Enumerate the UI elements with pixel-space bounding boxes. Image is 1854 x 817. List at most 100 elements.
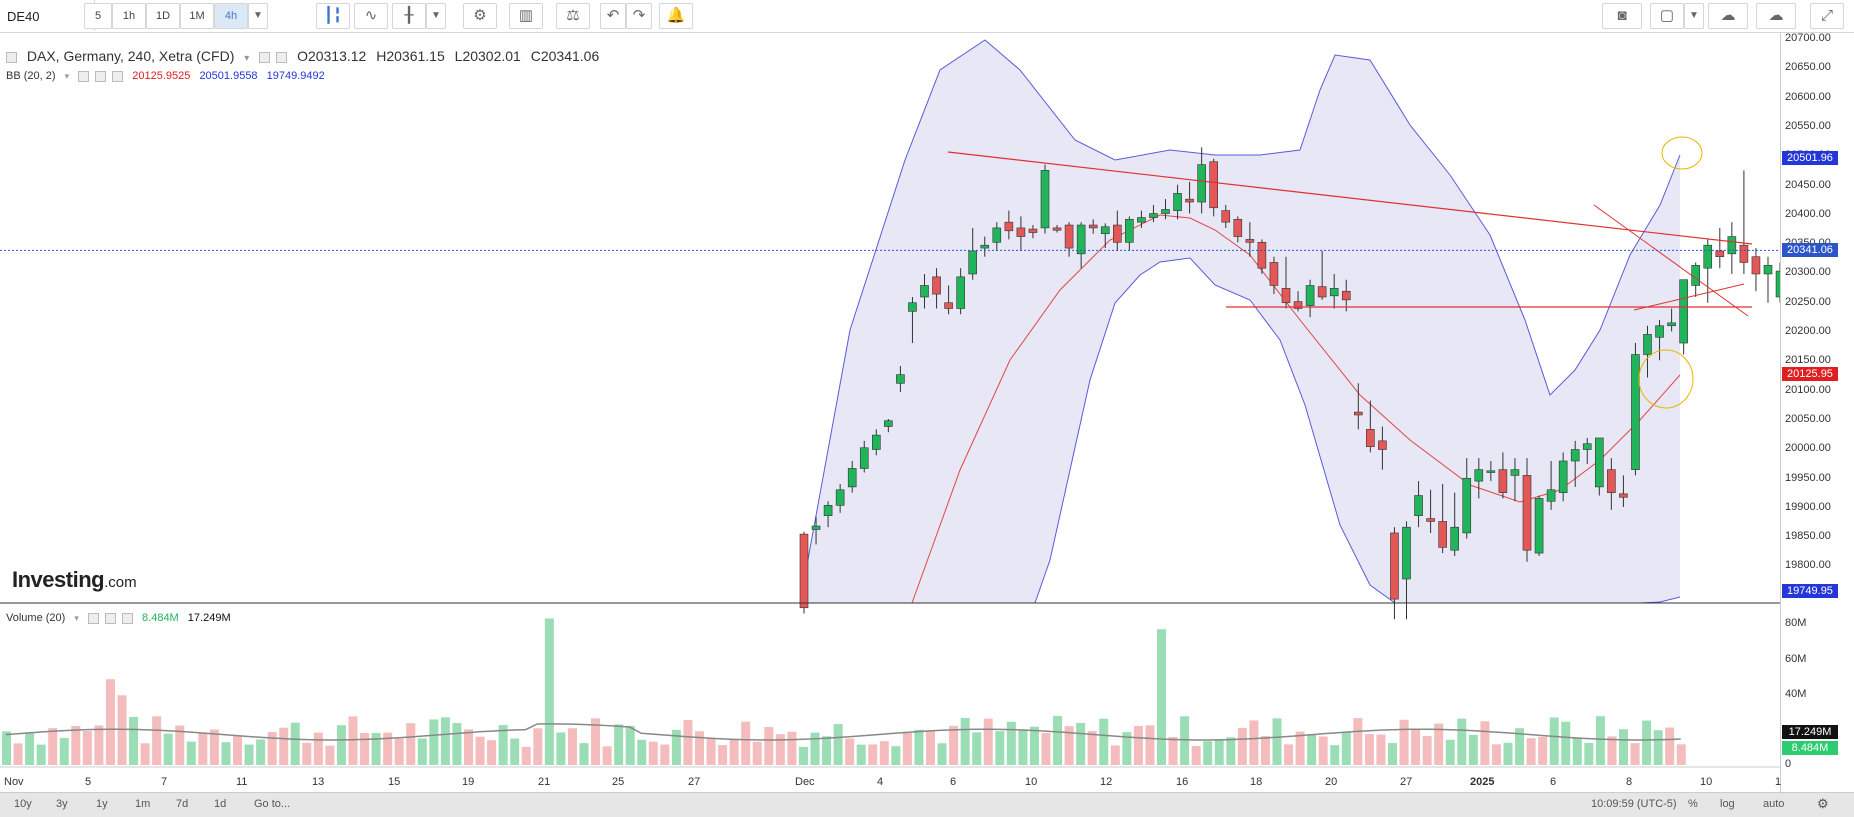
volume-bar bbox=[1630, 743, 1640, 765]
auto-toggle[interactable]: auto bbox=[1763, 798, 1785, 810]
volume-bar bbox=[591, 718, 601, 765]
compare-scale-icon[interactable]: ⚖ bbox=[556, 3, 590, 29]
price-tick-label: 20250.00 bbox=[1785, 295, 1831, 308]
candle bbox=[1534, 495, 1544, 556]
bb-visibility-icon[interactable] bbox=[78, 70, 90, 82]
highlight-circle bbox=[1638, 349, 1694, 409]
redo-icon[interactable]: ↷ bbox=[626, 3, 652, 29]
candles-icon[interactable]: ┃╏ bbox=[316, 3, 350, 29]
price-tick-label: 19850.00 bbox=[1785, 530, 1831, 543]
time-tick-label: 8 bbox=[1626, 776, 1633, 788]
bb-settings-icon[interactable] bbox=[95, 70, 107, 82]
cloud-upload-icon[interactable]: ☁ bbox=[1756, 3, 1796, 29]
candle bbox=[968, 227, 978, 280]
fullscreen-icon[interactable]: ⤢ bbox=[1810, 3, 1844, 29]
volume-dropdown-icon[interactable]: ▾ bbox=[74, 613, 79, 623]
candle bbox=[1595, 437, 1604, 496]
volume-value: 8.484M bbox=[142, 612, 179, 624]
volume-bar bbox=[879, 741, 889, 765]
volume-bar bbox=[567, 728, 577, 765]
candle-body bbox=[1173, 193, 1182, 211]
layout-dropdown-icon[interactable]: ▼ bbox=[1684, 3, 1704, 29]
volume-bar bbox=[279, 727, 289, 765]
bottom-settings-gear-icon[interactable]: ⚙ bbox=[1817, 796, 1829, 811]
volume-close-icon[interactable] bbox=[121, 612, 133, 624]
candle-body bbox=[799, 533, 809, 609]
volume-settings-icon[interactable] bbox=[104, 612, 116, 624]
volume-bar bbox=[1145, 725, 1155, 765]
candle-body bbox=[1595, 437, 1604, 488]
candle bbox=[1137, 210, 1146, 228]
layout-icon[interactable]: ▢ bbox=[1650, 3, 1684, 29]
line-chart-icon[interactable]: ∿ bbox=[354, 3, 388, 29]
volume-visibility-icon[interactable] bbox=[87, 612, 99, 624]
chart-type-dropdown-icon[interactable]: ▼ bbox=[426, 3, 446, 29]
interval-1h-button[interactable]: 1h bbox=[112, 3, 146, 29]
time-tick-label: 6 bbox=[1550, 776, 1557, 788]
goto-button[interactable]: Go to... bbox=[254, 798, 291, 810]
range-1d-button[interactable]: 1d bbox=[214, 798, 227, 810]
interval-1m-button[interactable]: 1M bbox=[180, 3, 214, 29]
settings-icon[interactable] bbox=[276, 51, 288, 63]
interval-5-button[interactable]: 5 bbox=[84, 3, 112, 29]
volume-bar bbox=[1272, 718, 1282, 765]
volume-bar bbox=[660, 744, 670, 765]
range-10y-button[interactable]: 10y bbox=[14, 798, 32, 810]
settings-gear-icon[interactable]: ⚙ bbox=[463, 3, 497, 29]
volume-bar bbox=[1226, 737, 1236, 765]
volume-tick-label: 40M bbox=[1785, 688, 1807, 700]
alert-bell-icon[interactable]: 🔔 bbox=[659, 3, 693, 29]
time-tick-label: Dec bbox=[795, 776, 815, 788]
undo-icon[interactable]: ↶ bbox=[600, 3, 626, 29]
visibility-icon[interactable] bbox=[259, 51, 271, 63]
volume-bar bbox=[891, 746, 901, 765]
volume-ma-line bbox=[5, 723, 1681, 741]
time-tick-label: 10 bbox=[1700, 776, 1713, 788]
volume-bar bbox=[302, 742, 312, 765]
candle bbox=[1607, 458, 1616, 510]
candle-body bbox=[992, 227, 1002, 243]
range-1m-button[interactable]: 1m bbox=[135, 798, 151, 810]
title-dropdown-icon[interactable]: ▾ bbox=[244, 53, 250, 64]
bb-close-icon[interactable] bbox=[112, 70, 124, 82]
volume-bar bbox=[1411, 729, 1421, 765]
interval-4h-button[interactable]: 4h bbox=[214, 3, 248, 29]
indicators-icon[interactable]: ▥ bbox=[509, 3, 543, 29]
candle bbox=[956, 268, 965, 315]
volume-bar bbox=[1203, 741, 1213, 765]
candle-body bbox=[1366, 429, 1375, 447]
volume-bar bbox=[1180, 716, 1190, 765]
camera-icon[interactable]: ◙ bbox=[1602, 3, 1642, 29]
candle-body bbox=[1582, 443, 1592, 450]
volume-bar bbox=[256, 739, 266, 765]
interval-1d-button[interactable]: 1D bbox=[146, 3, 180, 29]
interval-dropdown-icon[interactable]: ▼ bbox=[248, 3, 268, 29]
clock-text: 10:09:59 (UTC-5) bbox=[1591, 798, 1677, 810]
range-1y-button[interactable]: 1y bbox=[96, 798, 108, 810]
time-tick-label: 27 bbox=[1400, 776, 1413, 788]
bar-chart-icon[interactable]: ╂ bbox=[392, 3, 426, 29]
candle bbox=[1269, 256, 1279, 295]
bb-dropdown-icon[interactable]: ▾ bbox=[64, 71, 70, 81]
volume-bar bbox=[1434, 723, 1444, 765]
candle-body bbox=[1305, 285, 1315, 306]
range-7d-button[interactable]: 7d bbox=[176, 798, 189, 810]
percent-toggle[interactable]: % bbox=[1688, 798, 1698, 810]
candle-body bbox=[847, 468, 857, 488]
candle-body bbox=[1667, 322, 1676, 327]
log-toggle[interactable]: log bbox=[1720, 798, 1735, 810]
candle bbox=[1233, 216, 1243, 243]
collapse-icon[interactable] bbox=[6, 51, 17, 63]
price-tag: 20341.06 bbox=[1782, 243, 1838, 258]
candle bbox=[1715, 227, 1725, 269]
cloud-download-icon[interactable]: ☁ bbox=[1708, 3, 1748, 29]
candle bbox=[1667, 308, 1676, 332]
price-tick-label: 20300.00 bbox=[1785, 266, 1831, 279]
price-tick-label: 20700.00 bbox=[1785, 32, 1831, 44]
volume-bar bbox=[822, 736, 832, 765]
candle-body bbox=[896, 374, 905, 384]
range-3y-button[interactable]: 3y bbox=[56, 798, 68, 810]
time-tick-label: 1 bbox=[1775, 776, 1782, 788]
volume-bar bbox=[995, 731, 1005, 765]
